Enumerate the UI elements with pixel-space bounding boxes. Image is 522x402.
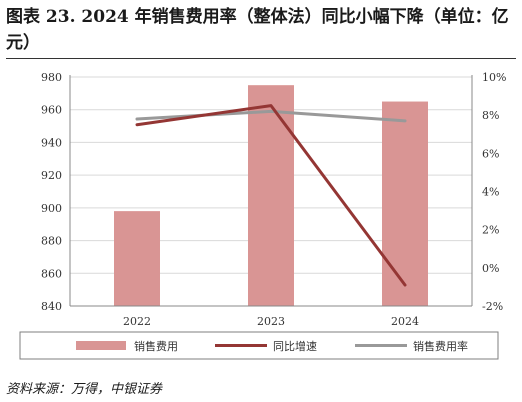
- x-tick-label: 2023: [257, 315, 285, 328]
- legend-label: 同比增速: [273, 339, 317, 353]
- right-tick-label: 10%: [482, 71, 506, 84]
- right-tick-label: 4%: [482, 186, 499, 199]
- right-tick-label: -2%: [482, 300, 503, 313]
- legend: 销售费用 同比增速 销售费用率: [19, 331, 499, 360]
- chart-title: 图表 23. 2024 年销售费用率（整体法）同比小幅下降（单位：亿元）: [6, 7, 509, 53]
- bar-series: [114, 85, 428, 307]
- right-tick-label: 6%: [482, 147, 499, 160]
- series-line: [135, 109, 407, 123]
- series-line: [135, 104, 407, 287]
- line-series: [135, 104, 407, 287]
- source-note: 资料来源：万得，中银证券: [6, 382, 163, 397]
- x-tick-label: 2024: [391, 315, 419, 328]
- bar: [382, 101, 428, 307]
- left-tick-label: 960: [41, 104, 62, 117]
- left-tick-label: 980: [41, 71, 62, 84]
- left-tick-label: 880: [41, 235, 62, 248]
- legend-swatch: [76, 341, 126, 350]
- left-tick-label: 840: [41, 300, 62, 313]
- x-tick-label: 2022: [123, 315, 151, 328]
- legend-label: 销售费用: [134, 339, 178, 353]
- left-tick-label: 920: [41, 169, 62, 182]
- right-tick-label: 2%: [482, 224, 499, 237]
- axes: 980 960 940 920 900 880 860 840 10% 8% 6% 4% 2% 0% -2%…: [41, 71, 506, 328]
- left-tick-label: 900: [41, 202, 62, 215]
- left-tick-label: 940: [41, 136, 62, 149]
- bar: [114, 211, 160, 306]
- left-tick-label: 860: [41, 267, 62, 280]
- title-divider: [6, 58, 516, 59]
- bar: [248, 85, 294, 306]
- right-tick-label: 0%: [482, 262, 499, 275]
- right-tick-label: 8%: [482, 109, 499, 122]
- legend-label: 销售费用率: [413, 339, 468, 353]
